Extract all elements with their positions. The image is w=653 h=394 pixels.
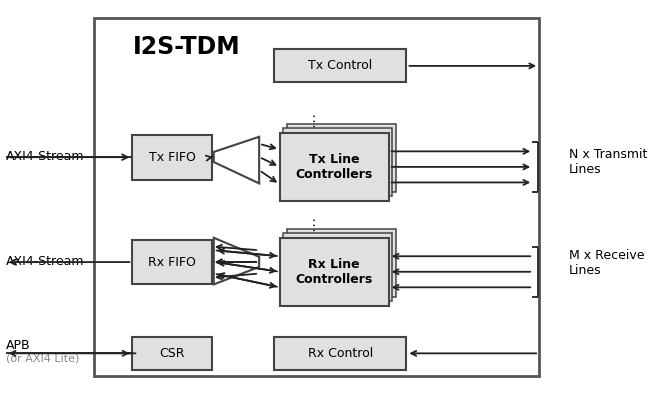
Bar (133, 337, 212, 370)
Text: ⋯: ⋯ (306, 216, 321, 231)
Text: I2S-TDM: I2S-TDM (133, 35, 240, 59)
Text: (or AXI4 Lite): (or AXI4 Lite) (6, 353, 79, 363)
Bar (133, 135, 212, 180)
Text: Rx FIFO: Rx FIFO (148, 256, 196, 269)
Polygon shape (214, 238, 259, 284)
Bar (133, 240, 212, 284)
Text: Tx FIFO: Tx FIFO (149, 151, 196, 164)
Bar (287, 229, 396, 297)
Bar (279, 133, 389, 201)
Bar (283, 128, 392, 196)
Bar (274, 337, 406, 370)
Polygon shape (214, 137, 259, 183)
Text: Tx Line
Controllers: Tx Line Controllers (296, 153, 373, 181)
Text: Rx Line
Controllers: Rx Line Controllers (296, 258, 373, 286)
Text: ⋯: ⋯ (306, 112, 321, 127)
Text: Rx Control: Rx Control (308, 347, 373, 360)
Bar (94, 18, 539, 376)
Text: APB: APB (6, 339, 30, 352)
Text: AXI4-Stream: AXI4-Stream (6, 151, 84, 164)
Text: Tx Control: Tx Control (308, 59, 372, 72)
Bar (283, 233, 392, 301)
Text: N x Transmit
Lines: N x Transmit Lines (569, 148, 647, 176)
Bar (274, 49, 406, 82)
Text: AXI4-Stream: AXI4-Stream (6, 255, 84, 268)
Bar (279, 238, 389, 306)
Bar (287, 124, 396, 192)
Text: M x Receive
Lines: M x Receive Lines (569, 249, 644, 277)
Text: CSR: CSR (159, 347, 185, 360)
